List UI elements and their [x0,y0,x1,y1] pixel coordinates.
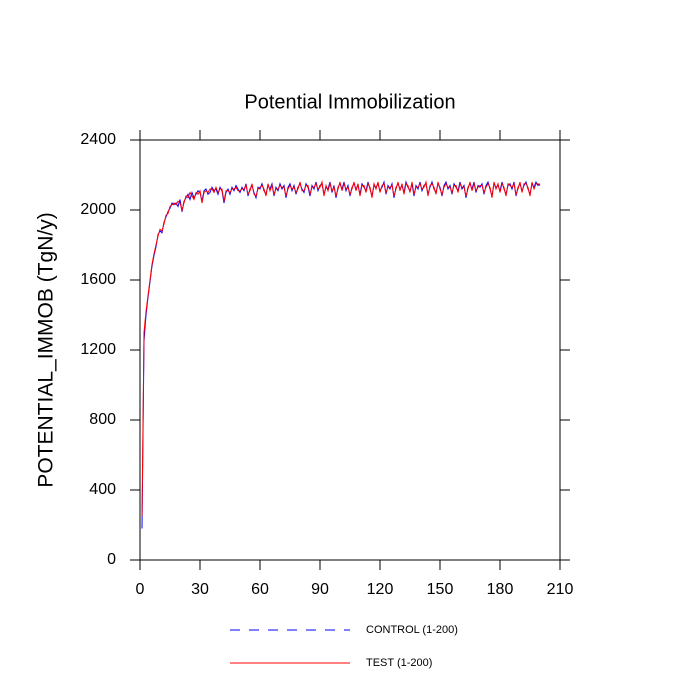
x-tick-label: 90 [311,581,329,598]
plot-frame [139,139,561,561]
x-tick-label: 210 [547,581,574,598]
x-tick-label: 180 [487,581,514,598]
y-tick-label: 0 [107,551,116,568]
x-tick-label: 150 [427,581,454,598]
y-tick-label: 1200 [80,341,116,358]
x-tick-label: 60 [251,581,269,598]
x-tick-label: 30 [191,581,209,598]
y-tick-label: 400 [89,481,116,498]
legend-label: TEST (1-200) [366,657,432,669]
y-tick-label: 800 [89,411,116,428]
chart-title: Potential Immobilization [244,91,455,113]
legend-label: CONTROL (1-200) [366,624,458,636]
series-line [141,180,541,529]
x-tick-label: 0 [136,581,145,598]
x-tick-label: 120 [367,581,394,598]
y-axis-label: POTENTIAL_IMMOB (TgN/y) [35,212,58,487]
series-line [141,180,541,517]
y-tick-label: 2000 [80,201,116,218]
y-tick-label: 2400 [80,131,116,148]
y-tick-label: 1600 [80,271,116,288]
